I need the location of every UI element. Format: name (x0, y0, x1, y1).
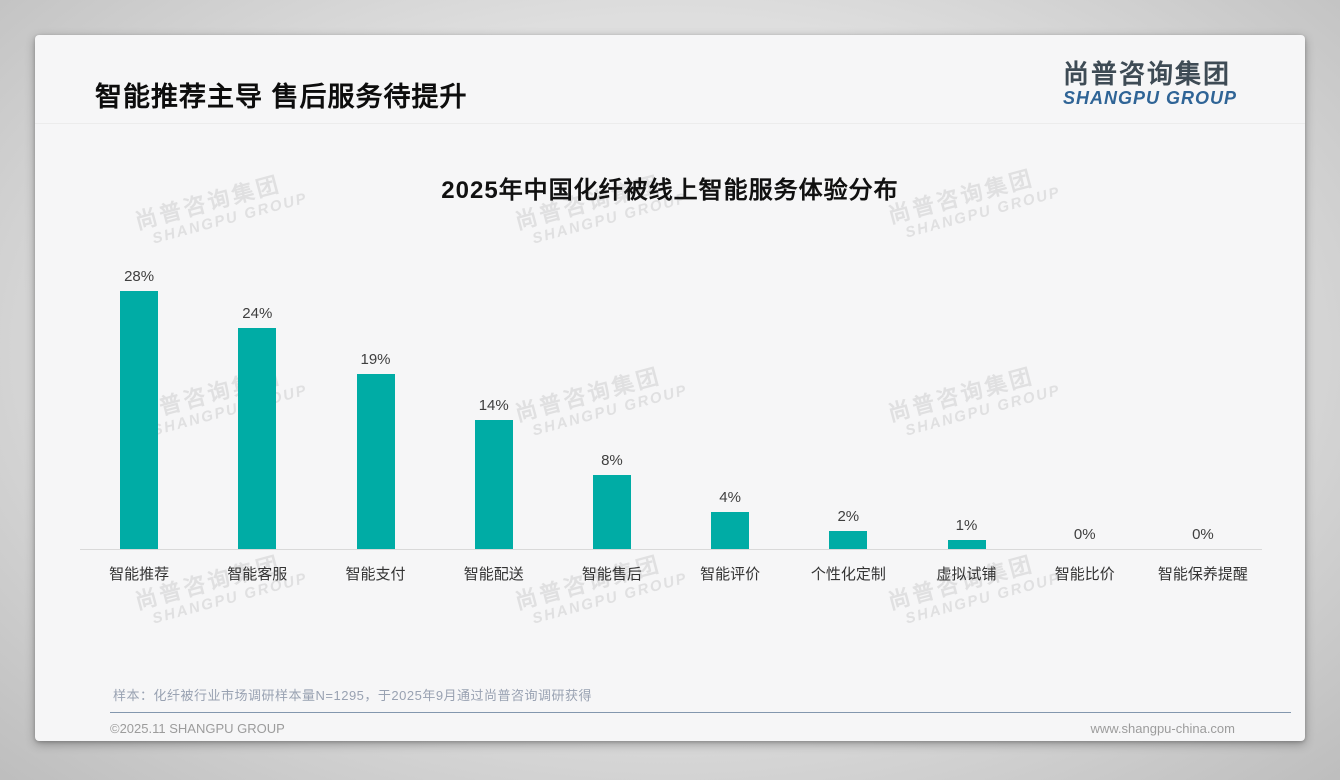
bar-category-label: 个性化定制 (810, 566, 886, 583)
category-axis: 智能推荐 智能客服 智能支付 智能配送 智能售后 智能评价 个性化定制 虚拟试铺 智能比价 智能保… (80, 563, 1262, 584)
bar-value-label: 24% (242, 305, 273, 323)
bar (238, 328, 277, 549)
bar-value-label: 0% (1073, 526, 1096, 543)
bar-category-label: 智能推荐 (109, 566, 170, 583)
page-title: 智能推荐主导 售后服务待提升 (95, 82, 468, 112)
footer: ©2025.11 SHANGPU GROUP www.shangpu-china… (110, 721, 1235, 736)
bar-value-label: 19% (360, 351, 391, 369)
bar-column: 28% (80, 260, 198, 549)
bar (356, 374, 395, 549)
bar-column: 19% (316, 260, 434, 549)
logo-text-zh: 尚普咨询集团 (1062, 59, 1231, 89)
bar-column: 4% (671, 260, 789, 549)
header-divider (35, 123, 1305, 124)
bar-category-label: 智能支付 (345, 566, 406, 583)
footer-divider (110, 712, 1291, 713)
bar-column: 14% (435, 260, 553, 549)
logo-text-en: SHANGPU GROUP (1062, 88, 1237, 109)
bar-category-label: 虚拟试铺 (936, 566, 997, 583)
bar (592, 475, 631, 549)
bar-value-label: 1% (955, 516, 978, 534)
bar-category-label: 智能比价 (1054, 566, 1115, 583)
watermark: 尚普咨询集团 SHANGPU GROUP (132, 545, 309, 631)
bar (947, 539, 986, 549)
bar-category-label: 智能配送 (463, 566, 524, 583)
sample-note: 样本：化纤被行业市场调研样本量N=1295，于2025年9月通过尚普咨询调研获得 (113, 688, 593, 703)
bar-column: 24% (198, 260, 316, 549)
watermark: 尚普咨询集团 SHANGPU GROUP (885, 545, 1062, 631)
bar-category-label: 智能客服 (227, 566, 288, 583)
bar-column: 8% (553, 260, 671, 549)
bar (120, 291, 159, 549)
slide-card: 尚普咨询集团 SHANGPU GROUP 尚普咨询集团 SHANGPU GROUP 尚普… (35, 35, 1305, 741)
bar-column: 0% (1144, 260, 1262, 549)
chart-title: 2025年中国化纤被线上智能服务体验分布 (441, 177, 899, 204)
bar-column: 0% (1026, 260, 1144, 549)
bar-value-label: 14% (478, 397, 509, 415)
bar-category-label: 智能售后 (581, 566, 642, 583)
bar-value-label: 8% (601, 452, 623, 470)
bar-value-label: 2% (837, 507, 860, 525)
copyright-text: ©2025.11 SHANGPU GROUP (110, 721, 285, 736)
bar-value-label: 0% (1192, 526, 1214, 543)
watermark: 尚普咨询集团 SHANGPU GROUP (512, 545, 689, 631)
bar (829, 530, 868, 549)
bar-category-label: 智能评价 (700, 566, 761, 583)
website-text: www.shangpu-china.com (1090, 721, 1235, 736)
bar-column: 2% (789, 260, 907, 549)
bar (711, 512, 750, 549)
plot-area: 28% 24% 19% 14% 8% 4% 2% 1% 0% 0% (80, 260, 1262, 550)
company-logo: 尚普咨询集团 SHANGPU GROUP (1062, 59, 1237, 109)
bar-category-label: 智能保养提醒 (1157, 566, 1248, 583)
bar (474, 420, 513, 549)
bar-value-label: 28% (124, 268, 155, 286)
bar-column: 1% (907, 260, 1025, 549)
bar-value-label: 4% (719, 489, 741, 507)
